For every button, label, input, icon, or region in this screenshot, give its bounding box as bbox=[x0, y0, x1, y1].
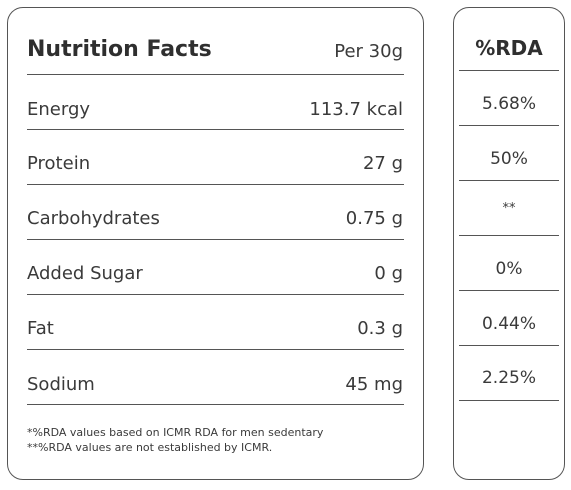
rda-value-sodium: 2.25% bbox=[481, 368, 536, 388]
row-value-fat: 0.3 g bbox=[357, 318, 403, 339]
row-label-protein: Protein bbox=[27, 153, 91, 174]
footnote-rda-basis: *%RDA values based on ICMR RDA for men s… bbox=[27, 426, 324, 439]
rda-value-energy: 5.68% bbox=[481, 94, 536, 114]
row-label-sodium: Sodium bbox=[27, 374, 95, 395]
divider bbox=[459, 180, 559, 181]
divider bbox=[27, 294, 404, 295]
divider bbox=[459, 345, 559, 346]
row-value-sodium: 45 mg bbox=[345, 374, 403, 395]
rda-value-fat: 0.44% bbox=[481, 314, 536, 334]
nutrition-facts-panel: Nutrition Facts Per 30g Energy 113.7 kca… bbox=[7, 7, 424, 480]
row-value-energy: 113.7 kcal bbox=[309, 99, 403, 120]
divider bbox=[27, 74, 404, 75]
divider bbox=[459, 400, 559, 401]
rda-value-added-sugar: 0% bbox=[495, 259, 523, 279]
serving-size: Per 30g bbox=[334, 41, 403, 62]
divider bbox=[459, 235, 559, 236]
row-label-added-sugar: Added Sugar bbox=[27, 263, 143, 284]
divider bbox=[27, 349, 404, 350]
divider bbox=[27, 129, 404, 130]
rda-header: %RDA bbox=[475, 36, 543, 60]
row-value-added-sugar: 0 g bbox=[374, 263, 403, 284]
row-label-fat: Fat bbox=[27, 318, 54, 339]
divider bbox=[27, 239, 404, 240]
panel-title: Nutrition Facts bbox=[27, 37, 212, 62]
rda-value-carbohydrates: ** bbox=[502, 201, 516, 216]
row-value-protein: 27 g bbox=[362, 153, 403, 174]
divider bbox=[27, 404, 404, 405]
divider bbox=[459, 290, 559, 291]
divider bbox=[459, 70, 559, 71]
divider bbox=[459, 125, 559, 126]
row-label-energy: Energy bbox=[27, 99, 91, 120]
rda-value-protein: 50% bbox=[490, 149, 528, 169]
row-label-carbohydrates: Carbohydrates bbox=[27, 208, 160, 229]
footnote-rda-not-established: **%RDA values are not established by ICM… bbox=[27, 441, 273, 454]
rda-panel: %RDA 5.68% 50% ** 0% 0.44% 2.25% bbox=[453, 7, 565, 480]
divider bbox=[27, 184, 404, 185]
row-value-carbohydrates: 0.75 g bbox=[345, 208, 403, 229]
